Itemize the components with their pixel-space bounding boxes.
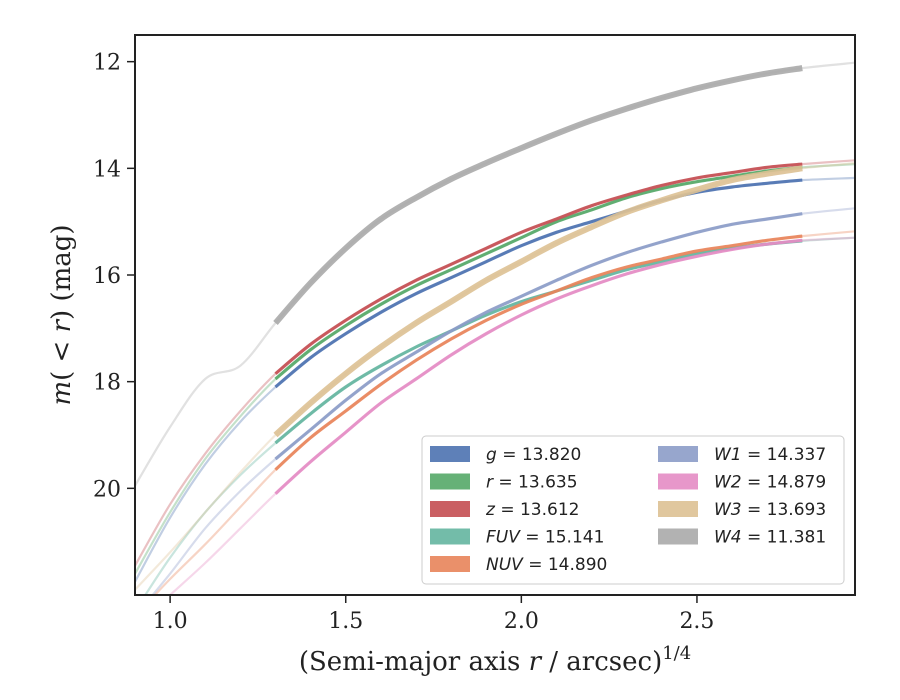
series-nuv-line (274, 234, 803, 471)
y-axis-label-rest: ) (mag) (47, 224, 77, 320)
x-tick-label: 1.0 (153, 609, 188, 634)
legend-label-value: = 14.890 (523, 555, 608, 575)
legend-label-value: = 13.635 (493, 473, 578, 493)
legend-label-value: = 13.820 (497, 445, 582, 465)
legend-swatch-w3 (658, 501, 698, 517)
y-axis-label-m: m (47, 381, 77, 406)
y-axis-label-paren-open: ( (47, 371, 77, 381)
y-axis-label-lt: < r (47, 318, 77, 370)
legend-label-value: = 14.879 (742, 473, 827, 493)
y-tick-label: 14 (93, 157, 121, 182)
legend-swatch-w4 (658, 528, 698, 545)
legend-swatch-nuv (430, 556, 470, 572)
legend-label-value: = 14.337 (742, 445, 827, 465)
legend-swatch-r (430, 473, 470, 490)
legend-label-name: W3 (714, 500, 742, 520)
legend-label-name: FUV (486, 528, 521, 548)
series-r-line (274, 165, 803, 381)
legend-label-g: g = 13.820 (486, 445, 581, 465)
legend-label-name: W4 (714, 528, 742, 548)
series-layer (135, 61, 855, 595)
legend-label-value: = 13.693 (742, 500, 827, 520)
x-axis-label-units: / arcsec) (541, 647, 662, 677)
legend-label-value: = 11.381 (742, 528, 827, 548)
legend-label-name: r (486, 473, 494, 493)
y-tick-label: 16 (93, 264, 121, 289)
series-z-line (274, 162, 803, 375)
y-tick-label: 20 (93, 477, 121, 502)
legend-label-fuv: FUV = 15.141 (486, 528, 604, 548)
legend-swatch-g (430, 446, 470, 462)
y-axis-ticks: 12 14 16 18 20 (93, 51, 135, 502)
legend-swatch-z (430, 501, 470, 517)
legend-label-w3: W3 = 13.693 (714, 500, 826, 520)
series-w1-line (274, 212, 803, 461)
y-tick-label: 12 (93, 51, 121, 76)
legend-label-name: W1 (714, 445, 742, 465)
x-tick-label: 2.5 (679, 609, 714, 634)
x-axis-label: (Semi-major axis r / arcsec)1/4 (299, 643, 691, 677)
series-w3-line (273, 165, 803, 438)
legend-label-name: W2 (714, 473, 742, 493)
legend-swatch-w2 (658, 473, 698, 490)
series-w4-line (273, 65, 803, 325)
legend-label-name: z (485, 500, 496, 520)
legend-label-value: = 15.141 (520, 528, 605, 548)
series-w2-line (274, 238, 803, 495)
x-axis-ticks: 1.0 1.5 2.0 2.5 (153, 595, 714, 634)
legend-swatch-fuv (430, 528, 470, 545)
legend-label-w1: W1 = 14.337 (714, 445, 826, 465)
x-axis-label-open: (Semi-major axis (299, 647, 529, 677)
legend-label-r: r = 13.635 (486, 473, 578, 493)
x-axis-label-exponent: 1/4 (662, 643, 691, 664)
y-tick-label: 18 (93, 371, 121, 396)
x-axis-label-variable: r (529, 647, 543, 677)
legend-label-nuv: NUV = 14.890 (486, 555, 607, 575)
legend-label-z: z = 13.612 (485, 500, 579, 520)
legend-label-value: = 13.612 (495, 500, 580, 520)
plot-frame (134, 34, 856, 596)
legend-frame (421, 435, 845, 585)
legend-label-w4: W4 = 11.381 (714, 528, 826, 548)
legend-label-name: NUV (486, 555, 524, 575)
y-axis-label: m( < r) (mag) (47, 224, 77, 405)
legend-swatch-w1 (658, 446, 698, 462)
legend-label-name: g (486, 445, 497, 465)
legend-label-w2: W2 = 14.879 (714, 473, 826, 493)
x-tick-label: 2.0 (504, 609, 539, 634)
series-g-line (274, 178, 803, 389)
x-tick-label: 1.5 (328, 609, 363, 634)
